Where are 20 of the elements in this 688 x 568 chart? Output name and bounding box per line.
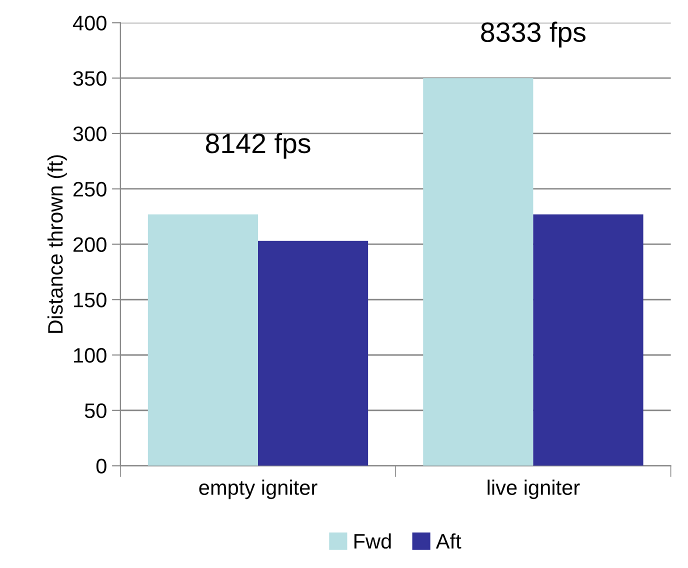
y-tick-label: 50 xyxy=(84,403,106,418)
annotation: 8333 fps xyxy=(481,22,586,48)
y-tick-label: 250 xyxy=(74,182,106,197)
bar xyxy=(423,78,534,466)
annotation: 8142 fps xyxy=(206,132,310,159)
y-axis-title: Distance thrown (ft) xyxy=(47,155,67,333)
y-tick-label: 300 xyxy=(73,126,106,142)
legend-label: Fwd xyxy=(354,533,391,549)
bar xyxy=(148,214,258,466)
y-tick-label: 0 xyxy=(96,458,106,474)
y-tick-label: 350 xyxy=(73,71,106,86)
bar xyxy=(258,240,368,466)
legend-label: Aft xyxy=(436,533,462,549)
x-tick-label: live igniter xyxy=(488,480,580,500)
y-tick-label: 100 xyxy=(74,348,106,363)
x-tick-label: empty igniter xyxy=(199,480,318,500)
y-tick-label: 200 xyxy=(74,237,106,252)
y-tick-label: 150 xyxy=(74,292,106,308)
y-tick-label: 400 xyxy=(72,16,106,30)
bar xyxy=(533,214,644,466)
